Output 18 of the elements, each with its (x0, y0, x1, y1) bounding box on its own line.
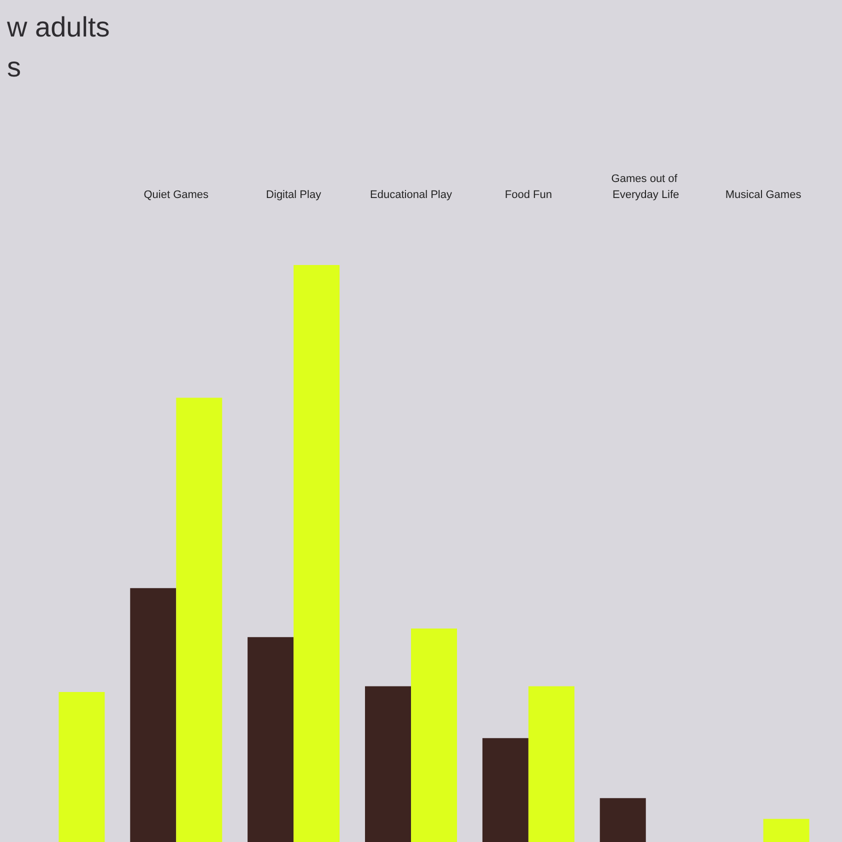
x-tick-label: Digital Play (266, 189, 322, 201)
bar (294, 265, 340, 842)
chart-title: w adults s (6, 12, 110, 82)
bar (411, 628, 457, 842)
bar (248, 637, 294, 842)
x-tick-label: Food Fun (504, 189, 552, 201)
bar (130, 588, 176, 842)
bar (365, 686, 411, 842)
bar (58, 692, 105, 842)
x-tick-label: Musical Games (725, 189, 802, 201)
bar (176, 398, 222, 842)
bar (600, 798, 646, 842)
bar (528, 686, 574, 842)
x-tick-label: Games out of Everyday Life (611, 173, 680, 201)
bar (482, 738, 528, 842)
bar (763, 818, 810, 842)
x-tick-label: Quiet Games (144, 189, 210, 201)
x-tick-label: Educational Play (370, 189, 452, 201)
